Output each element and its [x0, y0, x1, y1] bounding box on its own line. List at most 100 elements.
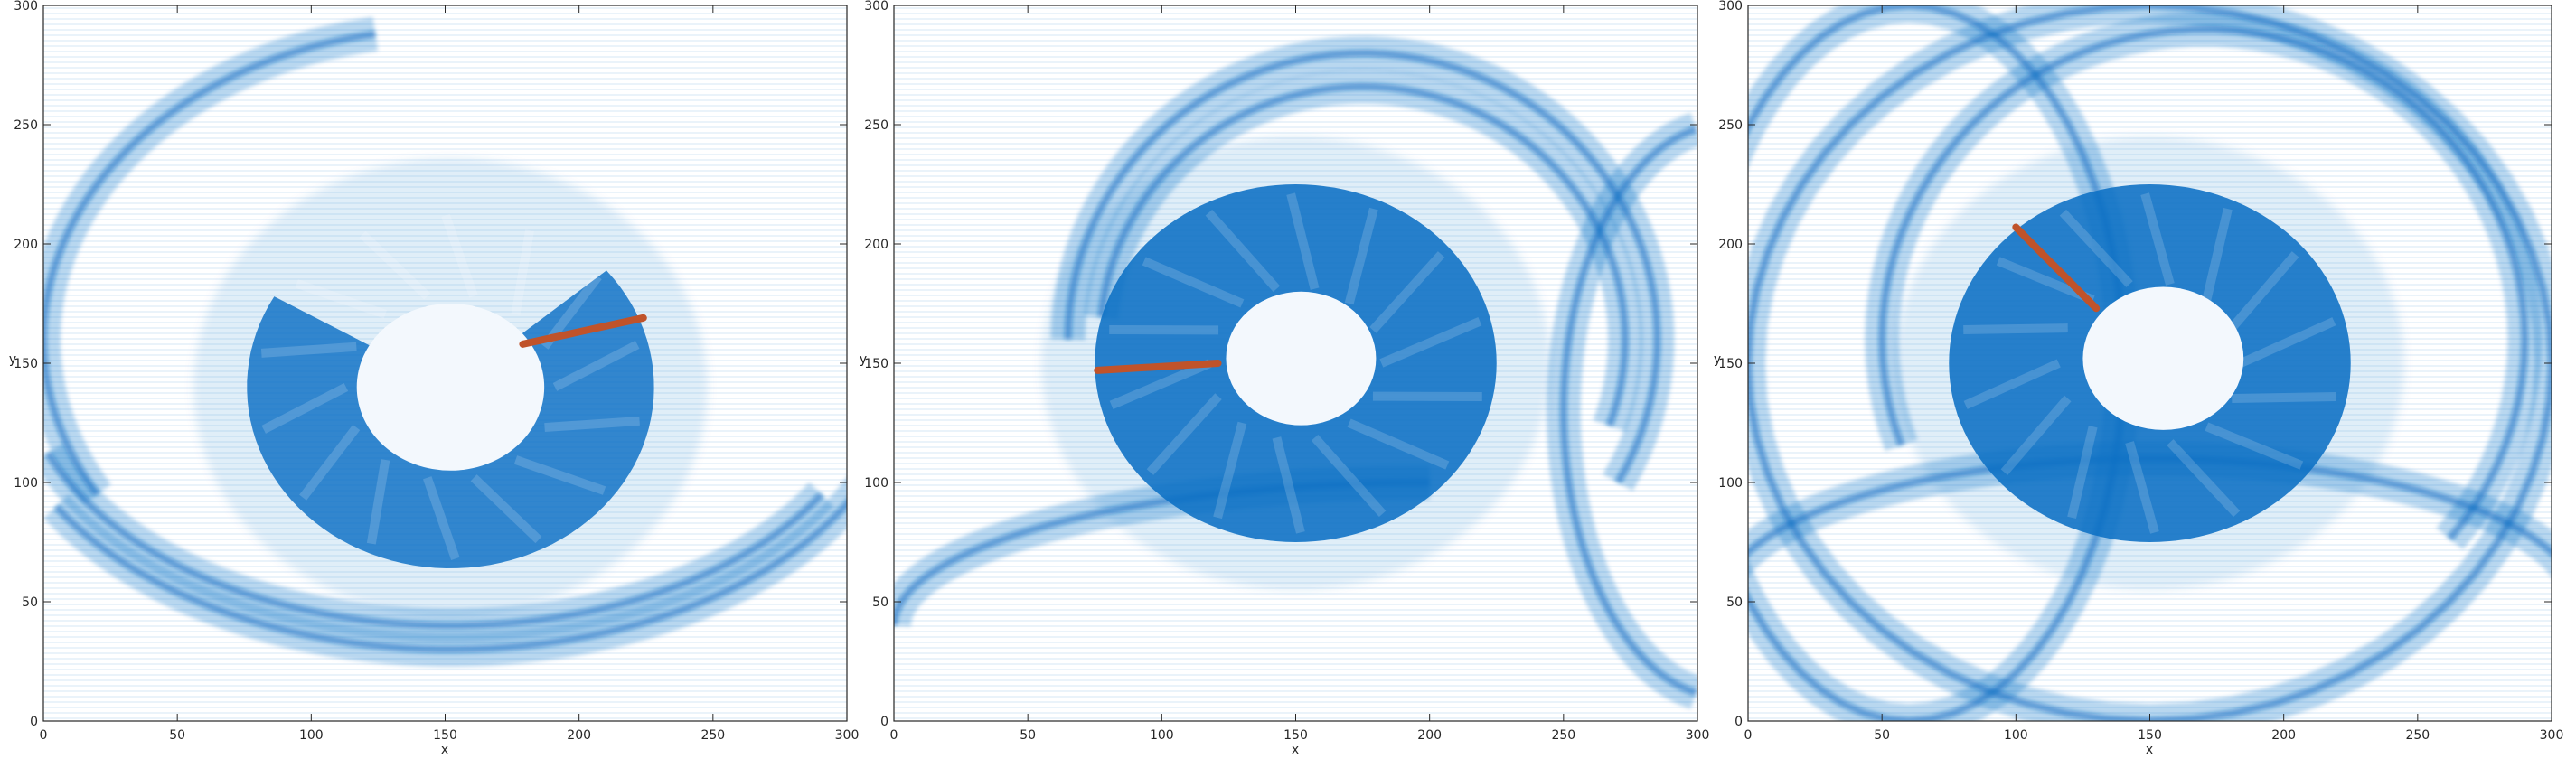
- y-tick-label: 250: [864, 118, 888, 133]
- annulus-streak: [2140, 192, 2175, 286]
- y-tick-label: 0: [1735, 715, 1743, 729]
- annulus-streak: [511, 229, 534, 315]
- y-tick-label: 200: [14, 238, 38, 252]
- x-tick-label: 0: [40, 728, 48, 743]
- annulus-streak: [1213, 421, 1247, 520]
- x-tick-label: 200: [1417, 728, 1442, 743]
- wave-front-core: [1064, 49, 1661, 484]
- y-tick-label: 300: [1718, 0, 1743, 14]
- x-ticks: 0 50 100 150 200 250 300: [890, 5, 1710, 743]
- y-tick-label: 150: [14, 357, 38, 371]
- annulus-layer: [1949, 184, 2351, 542]
- y-axis-label: y: [9, 352, 16, 367]
- inner-hole: [1226, 291, 1377, 426]
- y-ticks: 0 50 100 150 200 250 300: [864, 0, 1697, 729]
- wave-front-core: [1748, 5, 2552, 721]
- annulus-streak: [359, 230, 431, 300]
- x-axis-label: x: [441, 743, 448, 757]
- annulus-streak: [1347, 418, 1450, 470]
- y-tick-label: 50: [1726, 595, 1743, 610]
- x-tick-label: 50: [1874, 728, 1890, 743]
- annulus-layer: [1095, 184, 1497, 542]
- annulus-streak: [1311, 435, 1387, 518]
- x-tick-label: 150: [433, 728, 457, 743]
- wave-front-core: [44, 451, 824, 630]
- y-tick-label: 300: [14, 0, 38, 14]
- annulus-streak: [1963, 359, 2061, 409]
- rotor-line: [2012, 223, 2101, 313]
- x-tick-label: 150: [2138, 728, 2162, 743]
- annulus-streak: [422, 476, 460, 561]
- annulus-streak: [299, 425, 361, 501]
- x-tick-label: 250: [2405, 728, 2430, 743]
- annulus-streak: [1344, 207, 1378, 305]
- annulus-streak: [1205, 209, 1281, 292]
- x-tick-label: 250: [700, 728, 725, 743]
- wave-front-core: [1748, 5, 2127, 721]
- plot-area: [894, 5, 1697, 721]
- annulus-streak: [1272, 436, 1305, 534]
- x-ticks: 0 50 100 150 200 250 300: [1744, 5, 2563, 743]
- y-tick-label: 150: [1718, 357, 1743, 371]
- y-tick-label: 250: [1718, 118, 1743, 133]
- annulus-streak: [1142, 257, 1245, 308]
- rotor-line: [1094, 360, 1222, 374]
- x-ticks: 0 50 100 150 200 250 300: [40, 5, 860, 743]
- annulus-streak: [1286, 192, 1320, 290]
- plot-area: [1748, 5, 2552, 721]
- annulus-streak: [1963, 323, 2068, 334]
- y-tick-label: 200: [1718, 238, 1743, 252]
- annulus-streak: [2059, 209, 2133, 287]
- x-tick-label: 250: [1551, 728, 1575, 743]
- annulus-streak: [261, 382, 349, 434]
- x-tick-label: 100: [1150, 728, 1174, 743]
- annulus-streak: [2239, 317, 2336, 368]
- x-tick-label: 0: [890, 728, 898, 743]
- x-tick-label: 300: [835, 728, 860, 743]
- annulus-streak: [2228, 251, 2299, 332]
- y-ticks: 0 50 100 150 200 250 300: [1718, 0, 2552, 729]
- y-tick-label: 0: [880, 715, 888, 729]
- annulus-streak: [2232, 392, 2336, 403]
- annulus-streak: [2202, 207, 2233, 301]
- y-tick-label: 0: [30, 715, 38, 729]
- wave-fronts: [1748, 5, 2552, 721]
- annulus-streak: [366, 459, 390, 545]
- y-tick-label: 100: [1718, 476, 1743, 491]
- wave-front-core: [1559, 126, 1697, 697]
- annulus-layer: [247, 213, 654, 568]
- annulus-streak: [1146, 393, 1222, 475]
- annulus-streak: [2000, 395, 2072, 475]
- annulus-streak: [1369, 251, 1445, 333]
- y-tick-label: 50: [22, 595, 38, 610]
- x-axis-label: x: [1292, 743, 1299, 757]
- annulus-streak: [470, 474, 542, 544]
- plot-area: [43, 5, 847, 721]
- wave-front-core: [1097, 82, 1630, 427]
- annulus-streak: [2167, 439, 2241, 518]
- annulus-streak: [295, 279, 388, 319]
- annulus-streak: [1109, 359, 1212, 409]
- annulus-streak: [2205, 422, 2304, 470]
- rotor-line: [519, 314, 647, 348]
- annulus-streak: [1379, 317, 1482, 368]
- inner-hole: [2082, 286, 2244, 430]
- x-tick-label: 300: [1686, 728, 1710, 743]
- y-tick-label: 250: [14, 118, 38, 133]
- x-tick-label: 50: [169, 728, 185, 743]
- x-axis-label: x: [2146, 743, 2153, 757]
- y-tick-label: 200: [864, 238, 888, 252]
- x-tick-label: 150: [1283, 728, 1308, 743]
- wave-front-core: [43, 30, 376, 497]
- x-tick-label: 50: [1020, 728, 1036, 743]
- annulus-streak: [2067, 426, 2098, 520]
- y-tick-label: 100: [14, 476, 38, 491]
- annulus-streak: [513, 455, 606, 495]
- y-tick-label: 100: [864, 476, 888, 491]
- annulus-streak: [552, 340, 640, 391]
- annulus-streak: [544, 416, 640, 433]
